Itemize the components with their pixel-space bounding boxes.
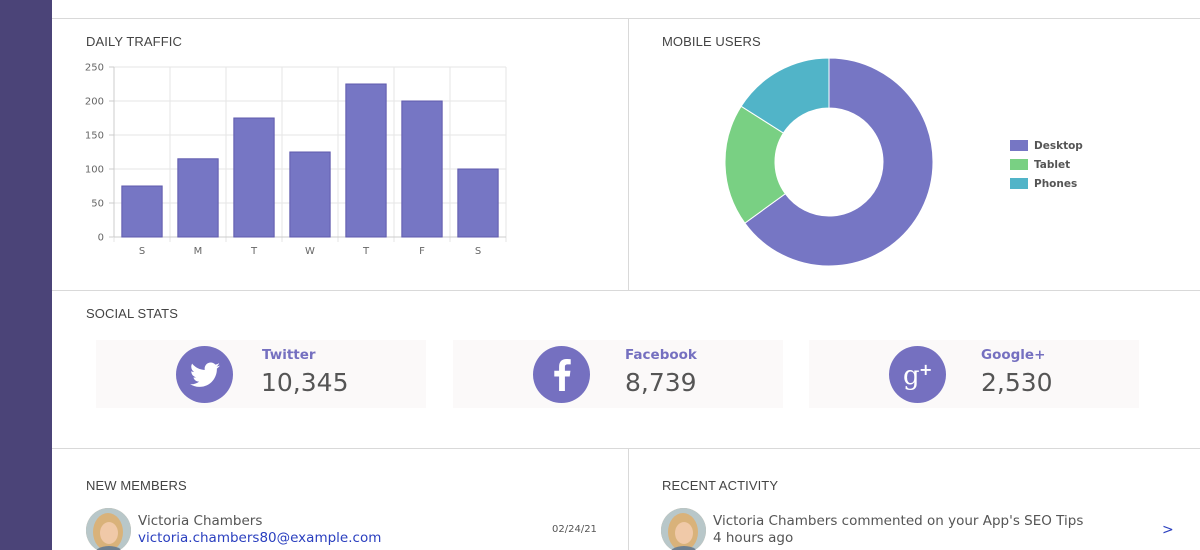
- member-email-link[interactable]: victoria.chambers80@example.com: [138, 530, 382, 546]
- chevron-right-icon[interactable]: >: [1162, 522, 1174, 538]
- legend-swatch: [1010, 140, 1028, 151]
- x-tick-label: T: [250, 246, 258, 257]
- dashboard-main: DAILY TRAFFIC 0 50 100 150 200 250 S M T W T F S MOB…: [52, 0, 1200, 550]
- x-tick-label: M: [194, 246, 203, 257]
- bar[interactable]: [177, 158, 219, 238]
- y-tick-label: 0: [98, 233, 104, 244]
- x-tick-label: T: [362, 246, 370, 257]
- activity-time: 4 hours ago: [713, 530, 794, 546]
- bar[interactable]: [457, 168, 499, 238]
- social-card-twitter[interactable]: Twitter 10,345: [96, 340, 426, 408]
- svg-text:+: +: [919, 360, 932, 379]
- twitter-bird-icon: [176, 346, 233, 403]
- y-tick-label: 100: [85, 165, 104, 176]
- daily-traffic-title: DAILY TRAFFIC: [86, 34, 182, 49]
- daily-traffic-chart: 0 50 100 150 200 250 S M T W T F S: [85, 63, 507, 257]
- legend-swatch: [1010, 178, 1028, 189]
- legend-label: Phones: [1034, 177, 1078, 190]
- recent-activity-title: RECENT ACTIVITY: [662, 478, 779, 493]
- donut-slice-desktop[interactable]: [744, 58, 934, 267]
- social-stats-title: SOCIAL STATS: [86, 306, 178, 321]
- social-card-facebook[interactable]: Facebook 8,739: [453, 340, 783, 408]
- x-tick-label: W: [305, 246, 315, 257]
- legend-swatch: [1010, 159, 1028, 170]
- social-count: 10,345: [261, 368, 349, 397]
- mobile-users-donut: [724, 58, 934, 267]
- x-tick-label: S: [139, 246, 145, 257]
- divider: [628, 448, 629, 550]
- divider: [628, 18, 629, 290]
- x-tick-label: S: [475, 246, 481, 257]
- y-tick-label: 250: [85, 63, 104, 74]
- bar[interactable]: [233, 117, 275, 238]
- facebook-f-icon: [533, 346, 590, 403]
- bar[interactable]: [401, 100, 443, 238]
- donut-legend: Desktop Tablet Phones: [1010, 136, 1083, 193]
- x-tick-label: F: [419, 246, 425, 257]
- avatar: [86, 508, 131, 550]
- member-name: Victoria Chambers: [138, 513, 263, 529]
- divider: [52, 448, 1200, 449]
- divider: [52, 18, 1200, 19]
- y-tick-label: 50: [91, 199, 104, 210]
- legend-label: Tablet: [1034, 158, 1071, 171]
- social-name: Google+: [981, 347, 1046, 363]
- member-join-date: 02/24/21: [552, 524, 597, 535]
- legend-label: Desktop: [1034, 139, 1083, 152]
- bar[interactable]: [345, 83, 387, 238]
- social-count: 8,739: [625, 368, 697, 397]
- legend-item-desktop[interactable]: Desktop: [1010, 136, 1083, 155]
- social-count: 2,530: [981, 368, 1053, 397]
- mobile-users-title: MOBILE USERS: [662, 34, 761, 49]
- social-name: Twitter: [262, 347, 316, 363]
- activity-text: Victoria Chambers commented on your App'…: [713, 513, 1084, 529]
- bar[interactable]: [289, 151, 331, 238]
- donut-slice-phones[interactable]: [740, 58, 830, 134]
- sidebar: [0, 0, 52, 550]
- bar[interactable]: [121, 185, 163, 238]
- divider: [52, 290, 1200, 291]
- social-name: Facebook: [625, 347, 697, 363]
- svg-text:g: g: [903, 361, 920, 390]
- new-members-title: NEW MEMBERS: [86, 478, 187, 493]
- social-card-google-plus[interactable]: g + Google+ 2,530: [809, 340, 1139, 408]
- avatar: [661, 508, 706, 550]
- y-tick-label: 150: [85, 131, 104, 142]
- legend-item-phones[interactable]: Phones: [1010, 174, 1083, 193]
- legend-item-tablet[interactable]: Tablet: [1010, 155, 1083, 174]
- y-tick-label: 200: [85, 97, 104, 108]
- google-plus-icon: g +: [889, 346, 946, 403]
